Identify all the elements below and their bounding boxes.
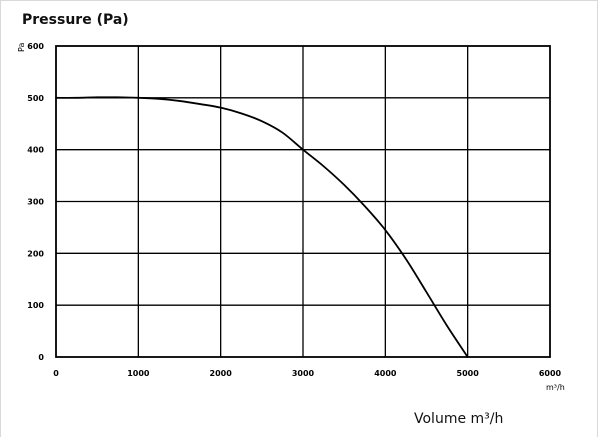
series-line-pressure-curve (55, 96, 469, 358)
y-axis-unit-label: Pa (17, 43, 26, 52)
y-tick-label: 300 (27, 198, 44, 207)
x-axis-title: Volume m³/h (414, 411, 503, 427)
y-tick-label: 600 (27, 42, 44, 51)
y-tick-label: 500 (27, 94, 44, 103)
x-tick-label: 4000 (374, 369, 397, 378)
series-layer (55, 96, 469, 358)
y-tick-label: 200 (27, 249, 44, 258)
x-tick-label: 3000 (292, 369, 315, 378)
y-tick-label: 0 (38, 353, 44, 362)
x-tick-label: 2000 (210, 369, 233, 378)
x-tick-label: 5000 (457, 369, 480, 378)
y-tick-label: 100 (27, 301, 44, 310)
y-tick-label: 400 (27, 146, 44, 155)
chart-title: Pressure (Pa) (22, 12, 129, 28)
plot-area-border (55, 45, 551, 358)
x-tick-label: 6000 (539, 369, 562, 378)
y-tick-labels: 0 100 200 300 400 500 600 (27, 42, 44, 362)
grid (56, 46, 550, 357)
x-tick-label: 0 (53, 369, 59, 378)
x-tick-label: 1000 (127, 369, 150, 378)
x-tick-labels: 0 1000 2000 3000 4000 5000 6000 (53, 369, 561, 378)
x-axis-unit-label: m³/h (546, 383, 565, 392)
